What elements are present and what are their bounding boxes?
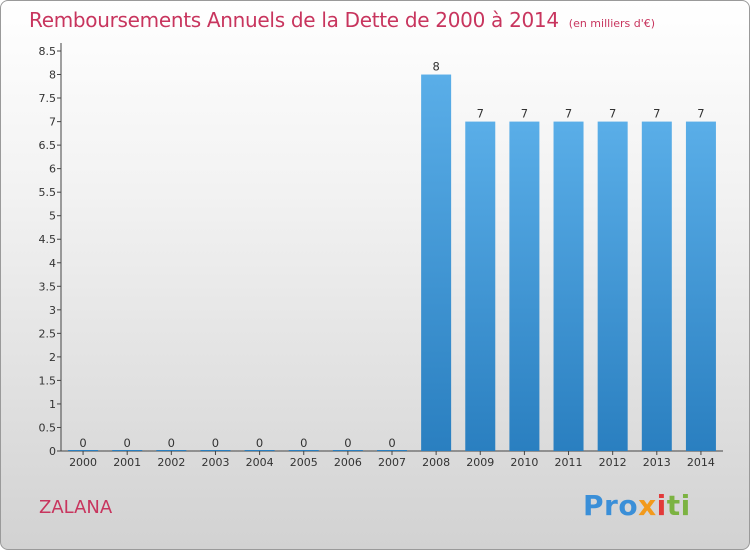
data-label: 0 bbox=[124, 436, 131, 450]
y-tick-label: 8 bbox=[49, 69, 56, 82]
data-label: 0 bbox=[344, 436, 351, 450]
y-tick-label: 2 bbox=[49, 351, 56, 364]
bar bbox=[641, 121, 672, 452]
data-label: 7 bbox=[653, 107, 660, 121]
x-tick-label: 2007 bbox=[378, 456, 406, 469]
x-tick-label: 2009 bbox=[466, 456, 494, 469]
data-label: 8 bbox=[432, 60, 439, 74]
y-tick-label: 1.5 bbox=[39, 374, 57, 387]
y-tick-label: 4.5 bbox=[39, 233, 57, 246]
y-tick-label: 6 bbox=[49, 163, 56, 176]
y-tick-label: 5.5 bbox=[39, 186, 57, 199]
chart-title-unit: (en milliers d'€) bbox=[568, 17, 656, 30]
y-tick-label: 6.5 bbox=[39, 139, 57, 152]
bar bbox=[509, 121, 540, 452]
x-tick-label: 2003 bbox=[201, 456, 229, 469]
x-tick-label: 2000 bbox=[69, 456, 97, 469]
data-label: 0 bbox=[300, 436, 307, 450]
bar bbox=[553, 121, 584, 452]
data-label: 7 bbox=[521, 107, 528, 121]
x-tick-label: 2008 bbox=[422, 456, 450, 469]
chart-title: Remboursements Annuels de la Dette de 20… bbox=[29, 8, 655, 32]
y-tick-label: 3 bbox=[49, 304, 56, 317]
y-tick-label: 1 bbox=[49, 398, 56, 411]
logo-part-3: i bbox=[656, 489, 667, 522]
data-label: 0 bbox=[256, 436, 263, 450]
data-label: 0 bbox=[168, 436, 175, 450]
y-tick-label: 0.5 bbox=[39, 421, 57, 434]
data-label: 0 bbox=[212, 436, 219, 450]
town-name: ZALANA bbox=[39, 497, 113, 518]
chart-labels: 2000 0 2001 0 2002 0 2003 0 2004 0 2005 0 2006 0 2007 0… bbox=[69, 60, 715, 469]
x-tick-label: 2004 bbox=[246, 456, 274, 469]
bar bbox=[465, 121, 496, 452]
data-label: 0 bbox=[388, 436, 395, 450]
x-tick-label: 2005 bbox=[290, 456, 318, 469]
x-tick-label: 2011 bbox=[555, 456, 583, 469]
chart-axes: 0 0.5 1 1.5 2 2.5 3 3.5 4 4.5 5 5.5 6 6.5 7 7.5 8 8.5 bbox=[39, 43, 723, 458]
data-label: 0 bbox=[79, 436, 86, 450]
y-tick-label: 7.5 bbox=[39, 92, 57, 105]
logo-part-4: ti bbox=[666, 489, 691, 522]
logo-part-1: Pro bbox=[583, 489, 639, 522]
y-tick-label: 0 bbox=[49, 445, 56, 458]
y-tick-label: 7 bbox=[49, 116, 56, 129]
x-tick-label: 2002 bbox=[157, 456, 185, 469]
y-tick-label: 2.5 bbox=[39, 327, 57, 340]
y-tick-label: 5 bbox=[49, 210, 56, 223]
chart-bars bbox=[68, 74, 716, 452]
x-tick-label: 2014 bbox=[687, 456, 715, 469]
chart-title-main: Remboursements Annuels de la Dette de 20… bbox=[29, 8, 559, 32]
x-tick-label: 2012 bbox=[599, 456, 627, 469]
x-tick-label: 2006 bbox=[334, 456, 362, 469]
y-tick-label: 4 bbox=[49, 257, 56, 270]
y-tick-label: 3.5 bbox=[39, 280, 57, 293]
data-label: 7 bbox=[609, 107, 616, 121]
bar bbox=[597, 121, 628, 452]
data-label: 7 bbox=[477, 107, 484, 121]
x-tick-label: 2010 bbox=[510, 456, 538, 469]
data-label: 7 bbox=[565, 107, 572, 121]
x-tick-label: 2001 bbox=[113, 456, 141, 469]
x-tick-label: 2013 bbox=[643, 456, 671, 469]
bar bbox=[685, 121, 716, 452]
y-tick-label: 8.5 bbox=[39, 45, 57, 58]
bar bbox=[421, 74, 452, 451]
data-label: 7 bbox=[697, 107, 704, 121]
proxiti-logo[interactable]: Proxiti bbox=[583, 489, 691, 522]
logo-part-2: x bbox=[638, 489, 657, 522]
